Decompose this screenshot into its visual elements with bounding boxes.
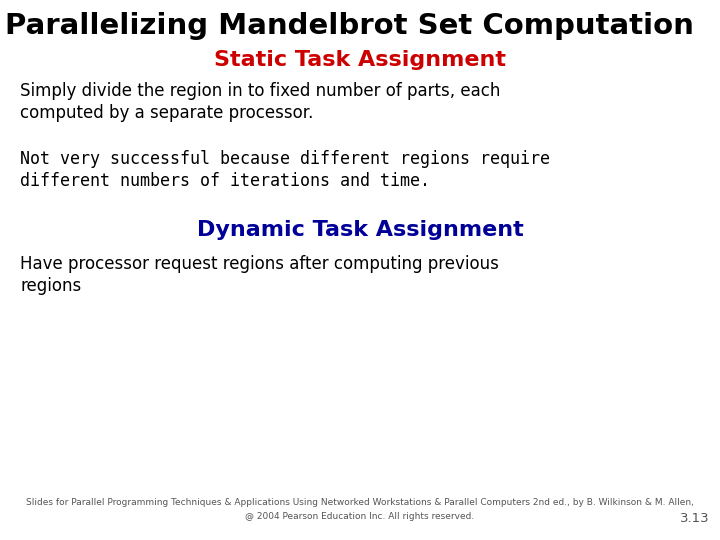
Text: Parallelizing Mandelbrot Set Computation: Parallelizing Mandelbrot Set Computation	[5, 12, 694, 40]
Text: Have processor request regions after computing previous
regions: Have processor request regions after com…	[20, 255, 499, 295]
Text: Slides for Parallel Programming Techniques & Applications Using Networked Workst: Slides for Parallel Programming Techniqu…	[26, 498, 694, 507]
Text: Not very successful because different regions require
different numbers of itera: Not very successful because different re…	[20, 150, 550, 190]
Text: Dynamic Task Assignment: Dynamic Task Assignment	[197, 220, 523, 240]
Text: @ 2004 Pearson Education Inc. All rights reserved.: @ 2004 Pearson Education Inc. All rights…	[246, 512, 474, 521]
Text: 3.13: 3.13	[680, 512, 710, 525]
Text: Static Task Assignment: Static Task Assignment	[214, 50, 506, 70]
Text: Simply divide the region in to fixed number of parts, each
computed by a separat: Simply divide the region in to fixed num…	[20, 82, 500, 122]
